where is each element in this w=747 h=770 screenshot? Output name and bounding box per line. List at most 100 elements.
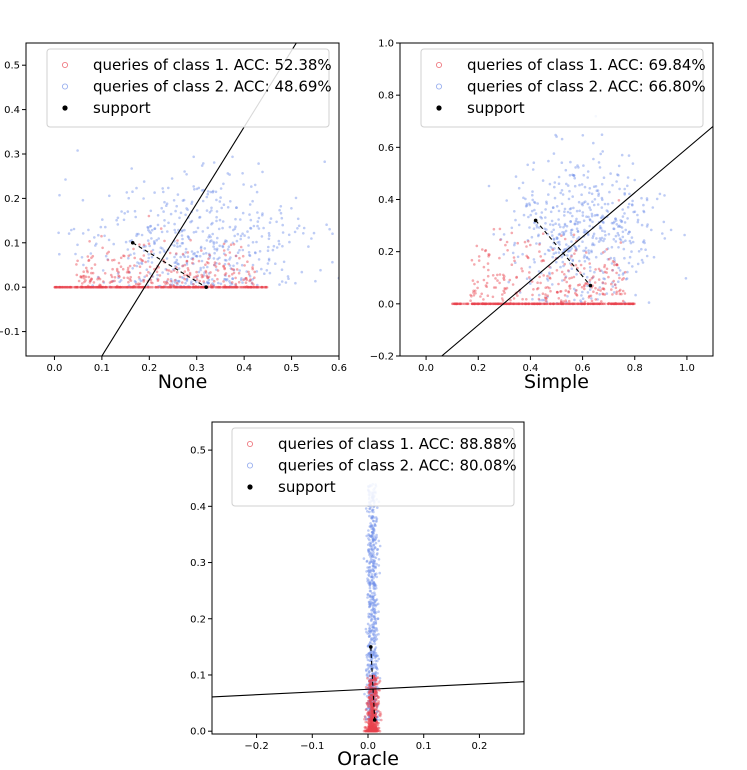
class2-point [368, 510, 371, 514]
class2-point [570, 228, 573, 232]
class1-point [370, 727, 374, 731]
class1-point [492, 302, 496, 306]
class1-point [373, 726, 376, 730]
class1-point [199, 285, 203, 289]
class1-point [364, 720, 368, 724]
class1-point [252, 285, 256, 289]
class2-point [588, 280, 591, 284]
class2-point [229, 281, 232, 285]
class1-point [370, 729, 373, 733]
class1-point [484, 284, 488, 287]
class2-point [614, 283, 617, 287]
class2-point [601, 281, 605, 285]
class1-point [371, 728, 375, 731]
class1-point [598, 302, 602, 306]
class1-point [472, 302, 476, 306]
class2-point [378, 571, 382, 575]
class2-point [254, 251, 257, 255]
class1-point [509, 298, 512, 302]
class1-point [541, 292, 545, 296]
class2-point [178, 280, 181, 283]
class1-point [126, 266, 130, 270]
class2-point [224, 278, 227, 281]
class2-point [557, 223, 561, 226]
class2-point [586, 202, 590, 206]
class1-point [375, 703, 379, 707]
class2-point [373, 523, 377, 527]
class1-point [502, 278, 506, 282]
class1-point [196, 285, 199, 289]
class2-point [248, 254, 252, 257]
class1-point [364, 708, 368, 712]
class2-point [202, 273, 205, 277]
class1-point [139, 285, 142, 289]
class2-point [560, 161, 564, 164]
class2-point [250, 185, 253, 188]
class2-point [569, 160, 572, 164]
class2-point [586, 176, 589, 179]
class2-point [367, 574, 371, 577]
class1-point [194, 285, 198, 289]
class1-point [240, 285, 243, 289]
class2-point [626, 176, 630, 179]
class1-point [480, 292, 484, 296]
class2-point [185, 261, 189, 264]
class1-point [138, 265, 142, 269]
class1-point [580, 285, 584, 289]
class1-point [369, 726, 372, 730]
class2-point [634, 293, 637, 297]
class1-point [171, 285, 174, 289]
class1-point [234, 282, 238, 286]
class2-point [368, 700, 371, 704]
class1-point [98, 283, 102, 287]
class2-point [581, 203, 584, 207]
class2-point [160, 206, 163, 210]
support-point [533, 218, 538, 223]
class2-point [615, 263, 618, 266]
class2-point [368, 581, 372, 584]
legend-marker [246, 440, 254, 448]
class1-point [204, 271, 208, 274]
class1-point [369, 728, 373, 731]
class2-point [95, 242, 98, 246]
class2-point [605, 209, 609, 212]
class2-point [368, 594, 372, 598]
class1-point [494, 286, 498, 289]
class2-point [582, 272, 586, 276]
class2-point [533, 221, 536, 225]
class1-point [222, 242, 226, 246]
class2-point [302, 232, 305, 235]
class1-point [543, 296, 547, 299]
class2-point [277, 239, 281, 243]
class2-point [367, 717, 370, 721]
class1-point [367, 729, 371, 733]
class2-point [373, 600, 377, 604]
class1-point [128, 278, 131, 281]
class2-point [191, 282, 195, 286]
class1-point [371, 678, 375, 681]
class2-point [375, 603, 378, 607]
class1-point [568, 285, 571, 288]
class2-point [615, 223, 619, 226]
class1-point [373, 692, 376, 696]
class2-point [364, 718, 368, 721]
class1-point [367, 684, 371, 687]
class1-point [239, 245, 243, 249]
class2-point [146, 239, 150, 242]
class2-point [371, 701, 374, 705]
class1-point [370, 725, 374, 728]
class2-point [572, 235, 575, 239]
class2-point [328, 227, 331, 231]
class2-point [211, 221, 214, 225]
class1-point [370, 712, 373, 715]
class2-point [287, 233, 291, 237]
class1-point [69, 285, 72, 289]
class2-point [640, 196, 643, 200]
class2-point [372, 538, 376, 541]
class2-point [558, 232, 562, 236]
class1-point [374, 689, 377, 693]
class1-point [376, 676, 380, 679]
class2-point [565, 224, 569, 228]
class1-point [586, 302, 589, 306]
class2-point [216, 236, 219, 240]
